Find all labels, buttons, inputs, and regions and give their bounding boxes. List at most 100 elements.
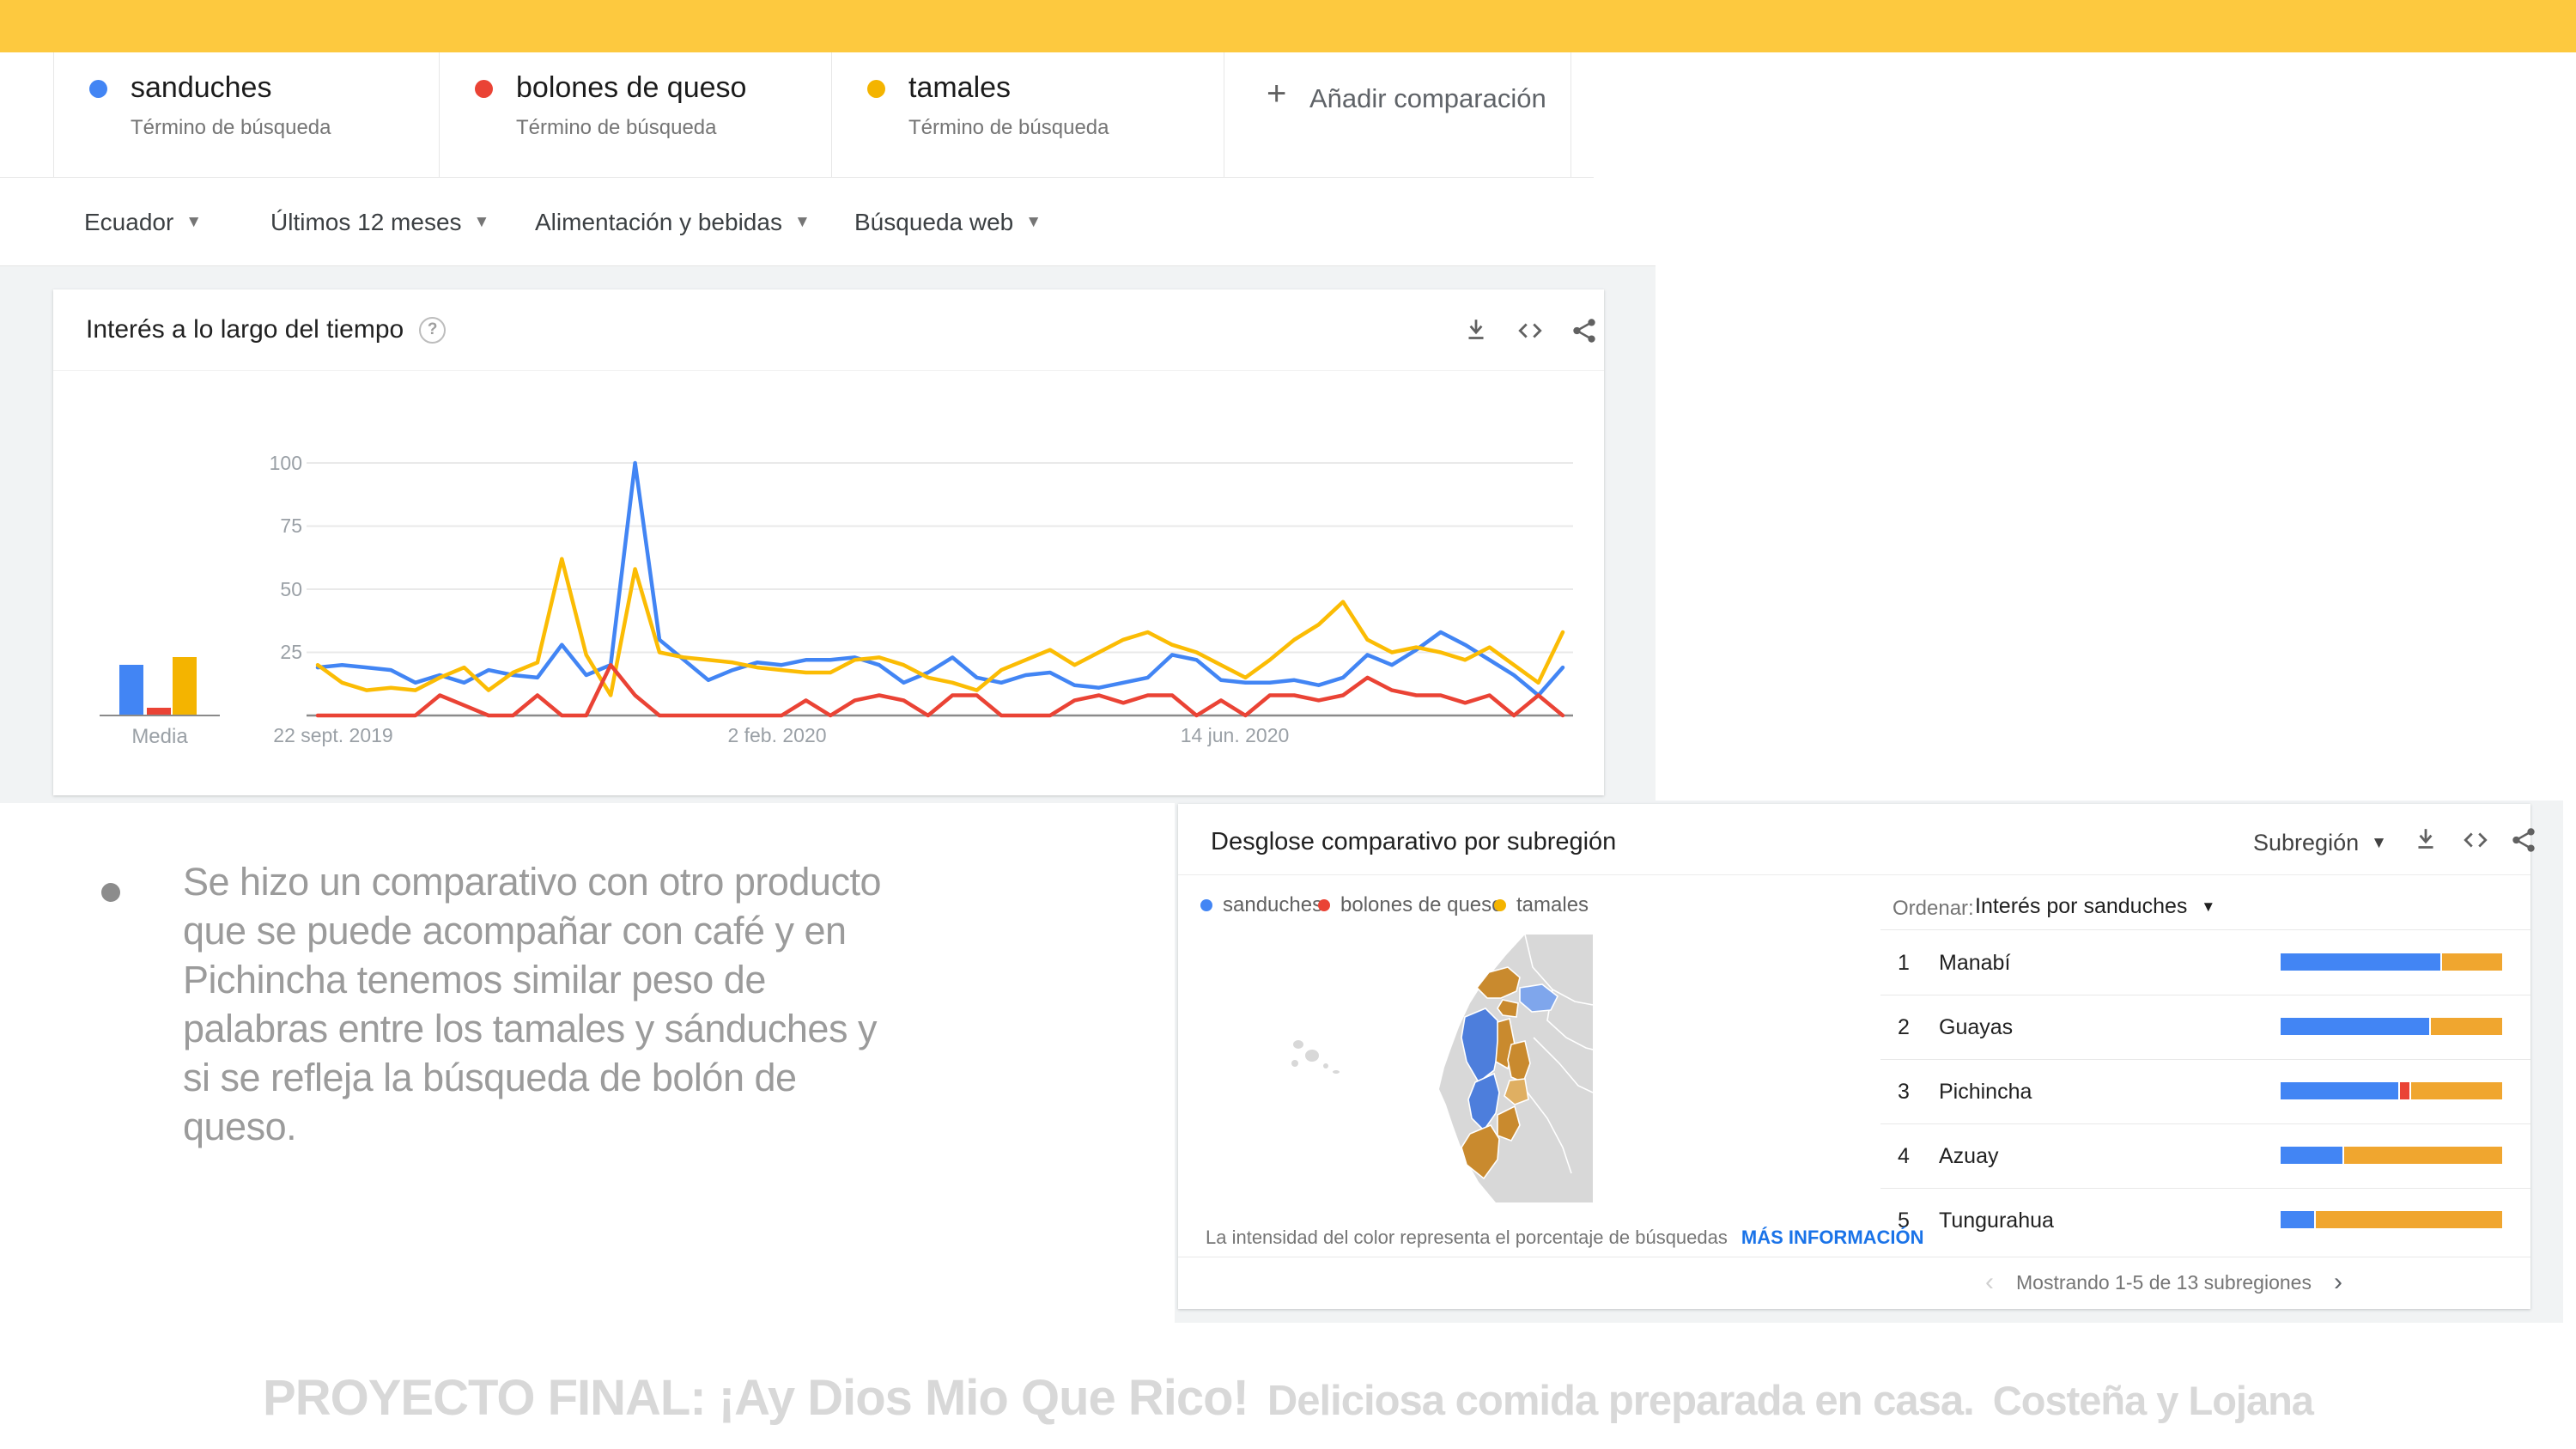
subregion-row-guayas: 2 Guayas <box>1880 995 2530 1059</box>
y-tick-75: 75 <box>280 514 302 537</box>
subregion-row-manabi: 1 Manabí <box>1880 930 2530 995</box>
note-text: La intensidad del color representa el po… <box>1206 1227 1728 1248</box>
legend-label: tamales <box>1516 893 1589 916</box>
previous-page-icon[interactable]: ‹ <box>1985 1268 1994 1296</box>
embed-code-icon[interactable] <box>2462 826 2489 854</box>
bar-segment <box>2281 1211 2314 1228</box>
more-info-link[interactable]: MÁS INFORMACIÓN <box>1741 1227 1924 1248</box>
share-icon[interactable] <box>2510 826 2537 854</box>
next-page-icon[interactable]: › <box>2333 1268 2342 1296</box>
legend-dot <box>1200 899 1212 911</box>
card-header: Interés a lo largo del tiempo ? <box>53 289 1604 371</box>
subregion-card: Desglose comparativo por subregión Subre… <box>1178 804 2535 1309</box>
footer-title-main: PROYECTO FINAL: ¡Ay Dios Mio Que Rico! <box>263 1370 1249 1426</box>
legend-label: bolones de queso <box>1340 893 1504 916</box>
chevron-down-icon: ▼ <box>793 213 811 231</box>
divider <box>439 52 440 178</box>
sort-dropdown[interactable]: Interés por sanduches ▼ <box>1975 894 2215 919</box>
legend-item-tamales: tamales <box>1494 893 1589 917</box>
chevron-down-icon: ▼ <box>2201 898 2216 915</box>
bar-segment <box>2281 1147 2343 1164</box>
term-color-dot <box>89 80 107 98</box>
term-sublabel: Término de búsqueda <box>516 116 717 139</box>
card-title-text: Interés a lo largo del tiempo <box>86 315 404 344</box>
help-icon[interactable]: ? <box>419 316 447 344</box>
subregion-row-pichincha: 3 Pichincha <box>1880 1059 2530 1123</box>
row-rank: 5 <box>1898 1209 1910 1233</box>
row-name: Guayas <box>1939 1015 2014 1039</box>
footer-title-sub: Deliciosa comida preparada en casa. <box>1267 1378 1975 1424</box>
chevron-down-icon: ▼ <box>185 213 203 231</box>
x-tick-2: 2 feb. 2020 <box>727 724 827 746</box>
divider <box>1880 1123 2530 1124</box>
row-rank: 2 <box>1898 1015 1910 1039</box>
bar-segment <box>2342 1147 2502 1164</box>
bar-segment <box>2281 1082 2398 1099</box>
legend-dot <box>1494 899 1506 911</box>
term-card-tamales[interactable]: tamales Término de búsqueda <box>831 52 1224 178</box>
embed-code-icon[interactable] <box>1516 317 1544 344</box>
sort-dropdown-value: Interés por sanduches <box>1975 894 2188 918</box>
term-label: sanduches <box>131 71 272 104</box>
ecuador-choropleth-map <box>1291 935 1593 1202</box>
download-icon[interactable] <box>2412 826 2439 854</box>
divider <box>1880 929 2530 930</box>
media-bar-tamales <box>173 657 197 715</box>
add-comparison-label: Añadir comparación <box>1309 83 1546 113</box>
plus-icon: + <box>1267 75 1287 113</box>
trends-screenshot-interest: sanduches Término de búsqueda bolones de… <box>0 52 1656 803</box>
x-tick-1: 22 sept. 2019 <box>273 724 393 746</box>
map-intensity-note: La intensidad del color representa el po… <box>1206 1227 1924 1249</box>
add-comparison-button[interactable]: + Añadir comparación <box>1224 52 1571 178</box>
divider <box>1880 1188 2530 1189</box>
legend-item-bolones-de-queso: bolones de queso <box>1318 893 1504 917</box>
term-color-dot <box>867 80 885 98</box>
bar-segment <box>2313 1211 2502 1228</box>
card-title: Interés a lo largo del tiempo ? <box>86 315 447 344</box>
subregion-bar-Pichincha <box>2281 1082 2502 1099</box>
subregion-level-dropdown[interactable]: Subregión ▼ <box>2253 830 2387 856</box>
legend-label: sanduches <box>1223 893 1323 916</box>
share-icon[interactable] <box>1571 317 1598 344</box>
x-tick-3: 14 jun. 2020 <box>1180 724 1290 746</box>
y-tick-50: 50 <box>280 578 302 600</box>
subregion-pagination: ‹ Mostrando 1-5 de 13 subregiones › <box>1985 1268 2342 1297</box>
term-card-bolones-de-queso[interactable]: bolones de queso Término de búsqueda <box>439 52 831 178</box>
media-bar-sanduches <box>119 665 143 715</box>
y-tick-25: 25 <box>280 641 302 663</box>
term-color-dot <box>475 80 493 98</box>
media-bar-bolones de queso <box>147 708 171 715</box>
bar-segment <box>2409 1082 2502 1099</box>
term-card-sanduches[interactable]: sanduches Término de búsqueda <box>53 52 439 178</box>
top-accent-bar <box>0 0 2576 52</box>
bullet-point-icon <box>101 883 120 902</box>
footer-title-tag: Costeña y Lojana <box>1992 1378 2314 1423</box>
filter-search-type[interactable]: Búsqueda web ▼ <box>854 207 1042 238</box>
sort-label: Ordenar: <box>1893 897 1974 920</box>
filter-time-range[interactable]: Últimos 12 meses ▼ <box>270 207 489 238</box>
term-label: tamales <box>908 71 1012 104</box>
subregion-dropdown-label: Subregión <box>2253 830 2360 855</box>
legend-dot <box>1318 899 1330 911</box>
subregion-row-tungurahua: 5 Tungurahua <box>1880 1188 2530 1252</box>
search-terms-row: sanduches Término de búsqueda bolones de… <box>0 52 1594 178</box>
legend-item-sanduches: sanduches <box>1200 893 1322 917</box>
row-name: Manabí <box>1939 951 2011 975</box>
media-axis <box>100 715 220 716</box>
row-name: Tungurahua <box>1939 1209 2054 1233</box>
filter-label: Alimentación y bebidas <box>535 209 782 235</box>
filter-region[interactable]: Ecuador ▼ <box>84 207 202 238</box>
filter-label: Ecuador <box>84 209 174 235</box>
term-sublabel: Término de búsqueda <box>908 116 1109 139</box>
filter-category[interactable]: Alimentación y bebidas ▼ <box>535 207 811 238</box>
row-rank: 1 <box>1898 951 1910 975</box>
y-tick-100: 100 <box>269 452 302 474</box>
row-name: Azuay <box>1939 1144 1999 1168</box>
trends-screenshot-subregion: Desglose comparativo por subregión Subre… <box>1175 801 2563 1323</box>
divider <box>53 52 54 178</box>
bar-segment <box>2397 1082 2409 1099</box>
bar-segment <box>2281 1018 2429 1035</box>
download-icon[interactable] <box>1462 317 1490 344</box>
row-name: Pichincha <box>1939 1080 2032 1104</box>
chevron-down-icon: ▼ <box>473 213 490 231</box>
